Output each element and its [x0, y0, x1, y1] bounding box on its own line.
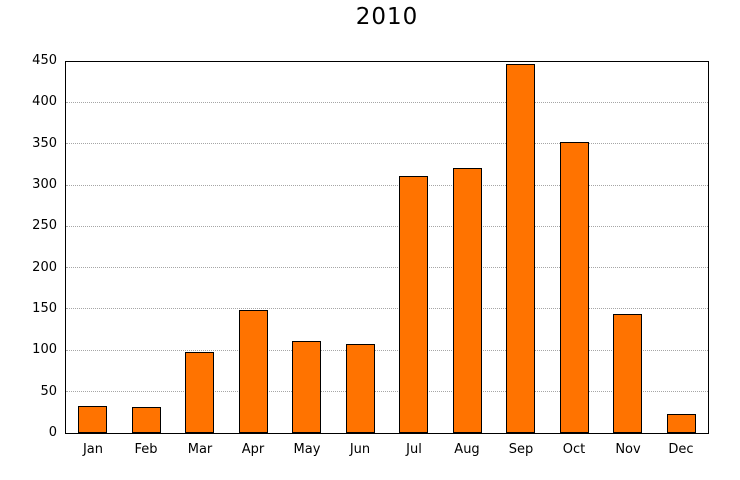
gridline	[66, 349, 708, 351]
gridline	[66, 225, 708, 227]
y-tick-label: 200	[32, 259, 57, 275]
gridline	[66, 184, 708, 186]
y-tick-label: 0	[48, 425, 57, 440]
gridline	[66, 267, 708, 269]
x-tick-label: Nov	[615, 442, 641, 457]
x-tick-label: Jan	[82, 442, 104, 457]
chart-title: 2010	[355, 4, 419, 30]
y-tick-label: 450	[32, 53, 57, 68]
gridline	[66, 143, 708, 145]
y-tick-label: 300	[32, 177, 57, 192]
y-tick-label: 350	[32, 135, 57, 151]
bar-dec	[667, 414, 696, 433]
bar-feb	[132, 407, 161, 433]
x-tick-label: May	[293, 442, 321, 457]
bar-nov	[613, 314, 642, 433]
x-tick-label: Dec	[668, 442, 694, 457]
bar-mar	[185, 352, 214, 433]
plot-area	[65, 61, 709, 434]
y-tick-label: 50	[40, 383, 57, 399]
gridline	[66, 308, 708, 310]
x-tick-label: Mar	[187, 442, 213, 457]
bar-oct	[560, 142, 589, 433]
y-tick-label: 400	[32, 94, 57, 110]
gridline	[66, 390, 708, 392]
y-tick-label: 100	[32, 342, 57, 358]
bar-jun	[346, 344, 375, 433]
x-tick-label: Aug	[454, 442, 480, 457]
x-tick-label: Jul	[406, 442, 422, 457]
x-tick-label: Jun	[349, 442, 371, 457]
bar-jan	[78, 406, 107, 433]
x-tick-label: Oct	[562, 442, 586, 457]
bar-may	[292, 341, 321, 433]
x-tick-label: Sep	[508, 442, 534, 457]
bar-jul	[399, 176, 428, 433]
y-tick-label: 250	[32, 218, 57, 234]
bar-apr	[239, 310, 268, 433]
y-tick-label: 150	[32, 301, 57, 316]
bar-aug	[453, 168, 482, 433]
x-tick-label: Feb	[134, 442, 158, 457]
bar-sep	[506, 64, 535, 433]
x-tick-label: Apr	[241, 442, 265, 457]
gridline	[66, 102, 708, 104]
